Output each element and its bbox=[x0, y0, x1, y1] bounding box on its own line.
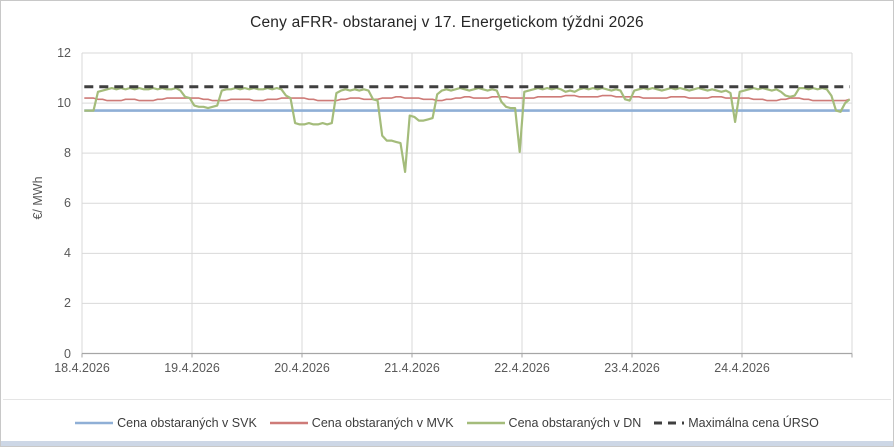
y-tick-label: 2 bbox=[64, 296, 71, 311]
x-tick-label: 23.4.2026 bbox=[604, 361, 660, 375]
legend-item-cena-obstaran-ch-v-svk: Cena obstaraných v SVK bbox=[75, 416, 257, 430]
x-tick-label: 24.4.2026 bbox=[714, 361, 770, 375]
legend-label: Cena obstaraných v MVK bbox=[311, 416, 454, 430]
x-tick-label: 20.4.2026 bbox=[274, 361, 330, 375]
series-line-cena-obstaran-ch-v-mvk bbox=[84, 94, 850, 102]
line-sample-icon bbox=[466, 421, 505, 425]
window-bottom-edge bbox=[1, 441, 893, 446]
legend-item-cena-obstaran-ch-v-mvk: Cena obstaraných v MVK bbox=[269, 416, 454, 430]
y-tick-label: 10 bbox=[57, 96, 71, 111]
x-tick-label: 21.4.2026 bbox=[384, 361, 440, 375]
line-sample-icon bbox=[75, 421, 114, 425]
line-sample-icon bbox=[269, 421, 308, 425]
series-line-cena-obstaran-ch-v-dn bbox=[84, 86, 851, 173]
legend-label: Cena obstaraných v SVK bbox=[117, 416, 257, 430]
legend-label: Cena obstaraných v DN bbox=[508, 416, 642, 430]
y-tick-label: 12 bbox=[57, 46, 71, 60]
y-tick-label: 8 bbox=[64, 146, 71, 161]
chart-legend-divider bbox=[3, 399, 891, 400]
y-tick-label: 0 bbox=[64, 346, 71, 361]
legend-label: Maximálna cena ÚRSO bbox=[688, 416, 819, 430]
chart-legend: Cena obstaraných v SVK Cena obstaraných v… bbox=[1, 410, 893, 436]
x-tick-label: 18.4.2026 bbox=[54, 361, 110, 375]
legend-item-cena-obstaran-ch-v-dn: Cena obstaraných v DN bbox=[466, 416, 642, 430]
y-tick-label: 4 bbox=[64, 246, 71, 261]
chart-title: Ceny aFRR- obstaranej v 17. Energetickom… bbox=[250, 14, 644, 31]
legend-item-maxim-lna-cena-rso: Maximálna cena ÚRSO bbox=[654, 416, 819, 430]
x-tick-label: 19.4.2026 bbox=[164, 361, 220, 375]
x-tick-label: 22.4.2026 bbox=[494, 361, 550, 375]
y-tick-label: 6 bbox=[64, 196, 71, 211]
dashed-line-sample-icon bbox=[654, 421, 685, 425]
